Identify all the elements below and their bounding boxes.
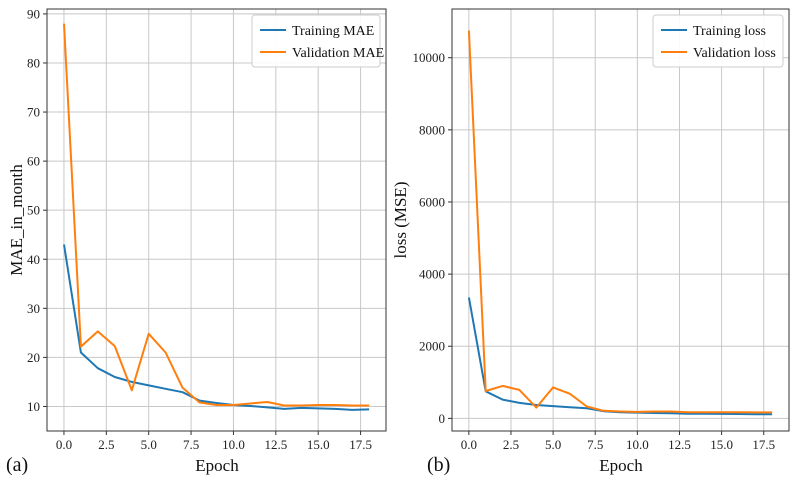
x-tick-label-b: 2.5	[503, 437, 519, 452]
x-axis-label-a: Epoch	[195, 456, 239, 475]
legend-a: Training MAE Validation MAE	[251, 14, 384, 68]
series-line-training-loss	[467, 297, 773, 416]
x-tick-label-a: 10.0	[222, 437, 245, 452]
y-tick-label-a: 90	[27, 6, 40, 21]
x-tick-label-a: 15.0	[307, 437, 330, 452]
legend-label-validation-mae: Validation MAE	[292, 46, 384, 61]
plot-frame-a	[46, 8, 387, 432]
y-tick-label-a: 50	[27, 203, 40, 218]
x-axis-label-b: Epoch	[599, 456, 643, 475]
x-tick-label-b: 0.0	[461, 437, 477, 452]
x-tick-label-b: 17.5	[752, 437, 775, 452]
y-tick-label-a: 70	[27, 105, 40, 120]
x-tick-label-b: 5.0	[545, 437, 561, 452]
series-lines-a	[63, 23, 370, 411]
y-tick-label-a: 80	[27, 55, 40, 70]
panel-label-a: (a)	[6, 454, 28, 476]
y-tick-label-b: 4000	[419, 267, 445, 282]
series-line-training-mae	[63, 244, 370, 411]
x-tick-label-a: 12.5	[264, 437, 287, 452]
x-tick-label-a: 17.5	[349, 437, 372, 452]
legend-label-training-loss: Training loss	[693, 24, 766, 39]
x-tick-label-b: 15.0	[710, 437, 733, 452]
x-tick-label-b: 12.5	[668, 437, 691, 452]
y-tick-label-b: 6000	[419, 194, 445, 209]
x-tick-label-a: 2.5	[98, 437, 114, 452]
y-tick-label-a: 30	[27, 301, 40, 316]
x-tick-label-b: 10.0	[626, 437, 649, 452]
series-lines-b	[467, 30, 773, 416]
x-tick-label-a: 0.0	[56, 437, 72, 452]
plot-frame-b	[451, 8, 790, 432]
y-tick-label-b: 0	[439, 411, 446, 426]
y-tick-label-b: 10000	[413, 50, 446, 65]
legend-box-a	[251, 14, 381, 68]
series-line-validation-loss	[467, 30, 773, 414]
legend-b: Training loss Validation loss	[652, 14, 784, 68]
y-tick-label-a: 10	[27, 399, 40, 414]
chart-b: 0.0 2.5 5.0 7.5 10.0 12.5 15.0 17.5 0 2000 4000 600…	[391, 8, 790, 476]
x-tick-label-a: 7.5	[183, 437, 199, 452]
y-axis-label-b: loss (MSE)	[391, 182, 410, 259]
series-line-validation-mae	[63, 23, 370, 407]
grid-lines-a	[43, 9, 386, 435]
panel-label-b: (b)	[427, 454, 450, 476]
grid-lines-b	[448, 9, 789, 435]
legend-box-b	[652, 14, 784, 68]
y-tick-label-b: 2000	[419, 339, 445, 354]
y-tick-label-b: 8000	[419, 122, 445, 137]
y-tick-label-a: 60	[27, 154, 40, 169]
x-tick-label-a: 5.0	[141, 437, 157, 452]
y-tick-label-a: 20	[27, 350, 40, 365]
x-tick-label-b: 7.5	[587, 437, 603, 452]
legend-label-training-mae: Training MAE	[292, 24, 374, 39]
legend-label-validation-loss: Validation loss	[693, 46, 776, 61]
y-axis-label-a: MAE_in_month	[7, 164, 26, 276]
tick-labels-a: 0.0 2.5 5.0 7.5 10.0 12.5 15.0 17.5 10 20 30 40 50 60…	[27, 6, 372, 452]
tick-labels-b: 0.0 2.5 5.0 7.5 10.0 12.5 15.0 17.5 0 2000 4000 600…	[413, 50, 776, 452]
chart-a: 0.0 2.5 5.0 7.5 10.0 12.5 15.0 17.5 10 20 30 40 50 60…	[6, 6, 387, 476]
y-tick-label-a: 40	[27, 252, 40, 267]
